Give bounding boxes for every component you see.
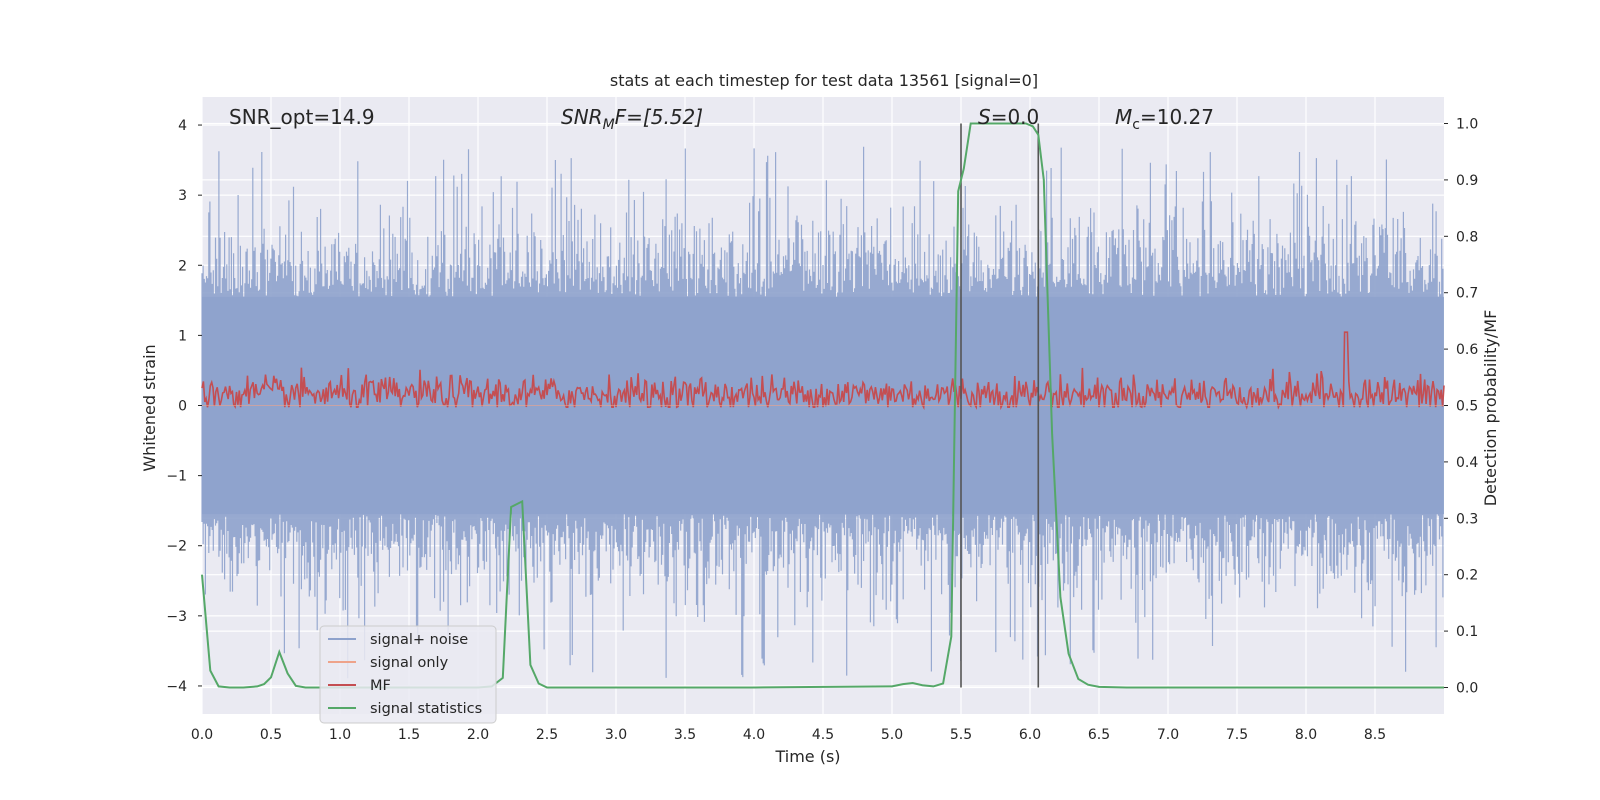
y-tick-label: 2 bbox=[178, 258, 187, 274]
y-axis-label: Whitened strain bbox=[140, 344, 159, 471]
x-tick-label: 1.0 bbox=[329, 727, 351, 743]
s-symbol: S bbox=[978, 105, 991, 129]
snr-mf-value: F=[5.52] bbox=[615, 105, 703, 129]
y2-tick-label: 0.6 bbox=[1456, 342, 1478, 358]
x-tick-label: 0.0 bbox=[191, 727, 213, 743]
marker-lines bbox=[960, 123, 1040, 688]
mf-line bbox=[201, 331, 1445, 411]
x-tick-label: 3.0 bbox=[605, 727, 627, 743]
x-axis-label: Time (s) bbox=[774, 747, 840, 766]
y2-tick-label: 0.3 bbox=[1456, 511, 1478, 527]
legend-label-signal-noise: signal+ noise bbox=[370, 632, 468, 648]
legend-label-signal-statistics: signal statistics bbox=[370, 701, 482, 717]
mf-series bbox=[201, 331, 1445, 411]
y-tick-label: 3 bbox=[178, 188, 187, 204]
mc-value: =10.27 bbox=[1140, 105, 1214, 129]
y2-axis-label: Detection probability/MF bbox=[1481, 310, 1500, 507]
y2-tick-label: 0.2 bbox=[1456, 568, 1478, 584]
x-tick-label: 0.5 bbox=[260, 727, 282, 743]
x-tick-label: 7.0 bbox=[1157, 727, 1179, 743]
legend-label-mf: MF bbox=[370, 678, 391, 694]
signal-statistics-line bbox=[201, 122, 1444, 689]
y-tick-label: 0 bbox=[178, 399, 187, 415]
y-tick-label: −4 bbox=[166, 679, 187, 695]
x-tick-label: 4.5 bbox=[812, 727, 834, 743]
x-tick-label: 1.5 bbox=[398, 727, 420, 743]
x-tick-label: 6.5 bbox=[1088, 727, 1110, 743]
s-annotation: S=0.0 bbox=[978, 105, 1039, 129]
snr-mf-annotation: SNRMF=[5.52] bbox=[561, 105, 703, 133]
x-tick-label: 5.0 bbox=[881, 727, 903, 743]
noise-strands bbox=[201, 146, 1444, 679]
x-tick-label: 8.0 bbox=[1295, 727, 1317, 743]
y-tick-label: −1 bbox=[166, 469, 187, 485]
legend: signal+ noise signal only MF signal stat… bbox=[319, 625, 497, 724]
y2-tick-label: 1.0 bbox=[1456, 117, 1478, 133]
x-tick-label: 2.0 bbox=[467, 727, 489, 743]
x-tick-label: 4.0 bbox=[743, 727, 765, 743]
snr-mf-symbol: SNR bbox=[561, 105, 603, 129]
s-value: =0.0 bbox=[991, 105, 1040, 129]
x-tick-label: 5.5 bbox=[950, 727, 972, 743]
x-tick-label: 2.5 bbox=[536, 727, 558, 743]
y2-tick-label: 0.9 bbox=[1456, 173, 1478, 189]
x-tick-label: 3.5 bbox=[674, 727, 696, 743]
mc-subscript: c bbox=[1132, 117, 1140, 133]
chart-title: stats at each timestep for test data 135… bbox=[610, 71, 1038, 90]
y2-tick-label: 0.8 bbox=[1456, 229, 1478, 245]
mc-annotation: Mc=10.27 bbox=[1115, 105, 1214, 133]
signal-statistics-series bbox=[201, 122, 1444, 689]
y2-tick-label: 0.4 bbox=[1456, 455, 1478, 471]
y-tick-label: 1 bbox=[178, 328, 187, 344]
y-tick-label: −2 bbox=[166, 539, 187, 555]
x-tick-label: 8.5 bbox=[1364, 727, 1386, 743]
y2-tick-label: 0.1 bbox=[1456, 624, 1478, 640]
y-tick-label: 4 bbox=[178, 118, 187, 134]
y2-tick-label: 0.0 bbox=[1456, 680, 1478, 696]
snr-opt-annotation: SNR_opt=14.9 bbox=[229, 105, 375, 129]
legend-label-signal-only: signal only bbox=[370, 655, 449, 671]
mc-symbol: M bbox=[1115, 105, 1132, 129]
axis-ticks: 0.0 0.5 1.0 1.5 2.0 2.5 3.0 3.5 4.0 4.5 5.0 5.5 6.0 6… bbox=[166, 117, 1478, 743]
x-tick-label: 7.5 bbox=[1226, 727, 1248, 743]
x-tick-label: 6.0 bbox=[1019, 727, 1041, 743]
snr-mf-subscript: M bbox=[603, 117, 615, 133]
legend-box bbox=[319, 625, 497, 724]
y2-tick-label: 0.5 bbox=[1456, 399, 1478, 415]
y2-tick-label: 0.7 bbox=[1456, 286, 1478, 302]
y-tick-label: −3 bbox=[166, 609, 187, 625]
